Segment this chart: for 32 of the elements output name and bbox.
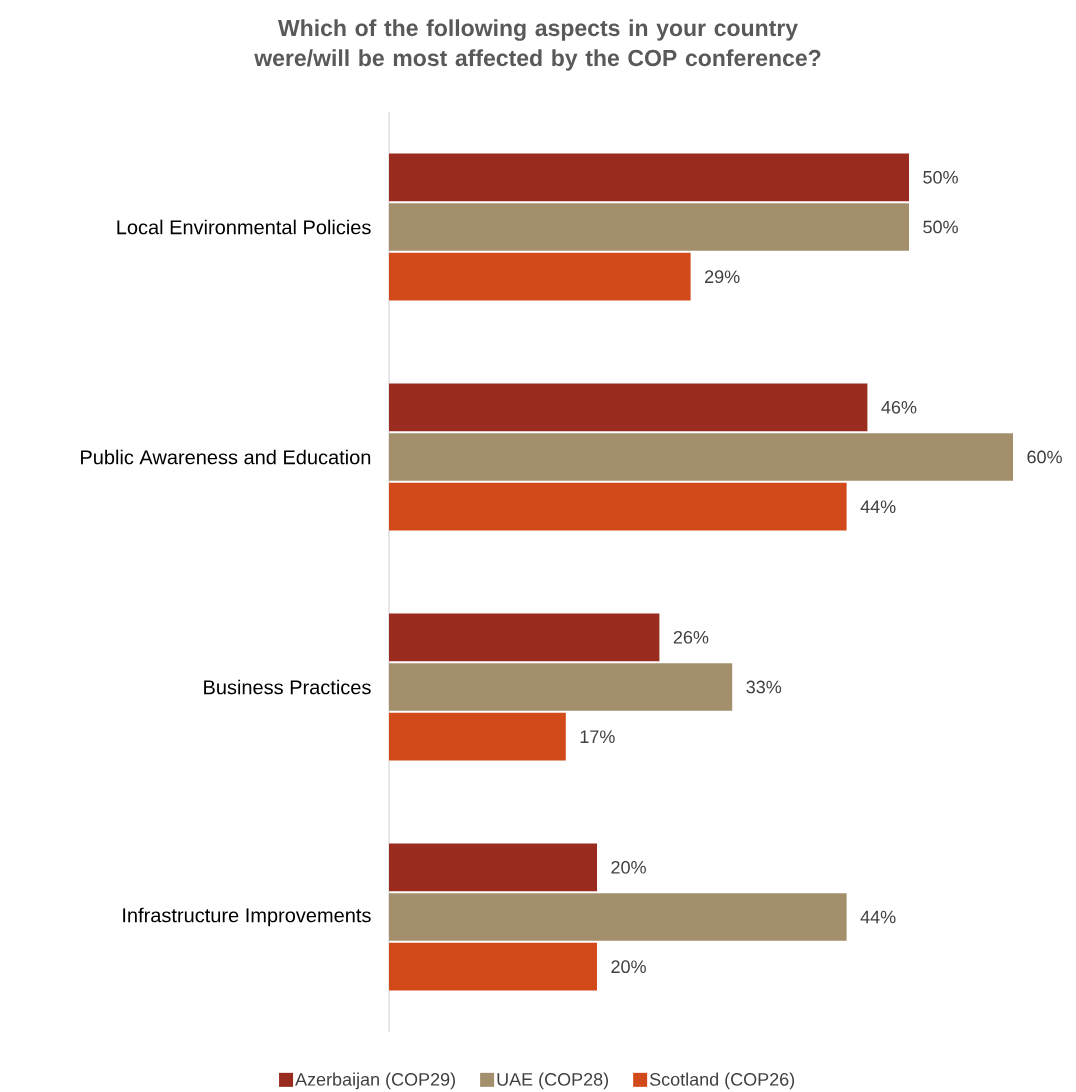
data-label: 50%: [923, 220, 958, 234]
bar: [389, 383, 868, 432]
data-label: 60%: [1027, 450, 1062, 464]
y-tick-label: Public Awareness and Education: [81, 449, 371, 465]
bar: [389, 942, 597, 991]
bar: [389, 712, 566, 761]
data-label: 20%: [611, 960, 646, 974]
data-label: 33%: [746, 680, 782, 694]
bar: [389, 613, 660, 662]
bar: [389, 482, 847, 531]
data-label: 20%: [611, 860, 646, 874]
chart-title: Which of the following aspects in your country were/will be most affected by the COP conference?: [254, 19, 821, 71]
data-label: 44%: [860, 500, 896, 513]
bar: [389, 203, 910, 251]
data-label: 26%: [673, 630, 709, 644]
bar: [389, 843, 597, 892]
y-tick-label: Local Environmental Policies: [117, 219, 371, 235]
bar: [389, 252, 691, 301]
data-label: 50%: [923, 170, 958, 184]
bar: [389, 433, 1014, 481]
bar: [389, 153, 910, 202]
bar: [389, 893, 847, 941]
y-tick-label: Business Practices: [204, 679, 371, 695]
data-label: 29%: [705, 270, 740, 284]
legend-label: Azerbaijan (COP29): [295, 1072, 455, 1090]
legend-label: UAE (COP28): [497, 1072, 609, 1090]
y-tick-label: Infrastructure Improvements: [123, 907, 371, 927]
data-label: 44%: [860, 910, 896, 924]
data-label: 46%: [881, 400, 917, 414]
data-label: 17%: [580, 730, 615, 743]
legend-label: Scotland (COP26): [649, 1072, 795, 1090]
bar: [389, 663, 733, 711]
